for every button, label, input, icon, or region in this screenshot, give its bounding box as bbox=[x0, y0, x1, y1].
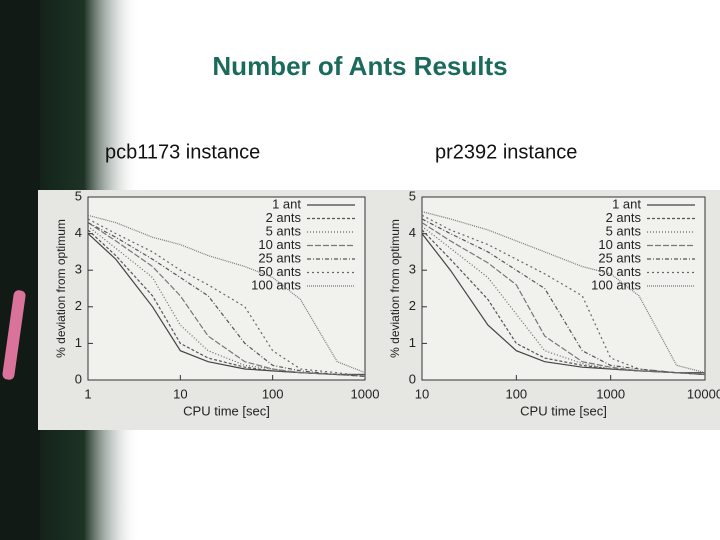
y-tick-label: 5 bbox=[409, 188, 416, 203]
legend-label: 10 ants bbox=[598, 237, 641, 252]
x-tick-label: 1000 bbox=[351, 386, 380, 401]
legend-label: 25 ants bbox=[598, 250, 641, 265]
slide-title: Number of Ants Results bbox=[212, 51, 507, 81]
y-tick-label: 0 bbox=[75, 371, 82, 386]
y-axis-label: % deviation from optimum bbox=[388, 219, 402, 358]
y-axis-label: % deviation from optimum bbox=[54, 219, 68, 358]
y-tick-label: 4 bbox=[409, 225, 416, 240]
grunge-edge bbox=[0, 0, 40, 540]
series-line bbox=[87, 218, 366, 377]
y-tick-label: 1 bbox=[75, 335, 82, 350]
legend-label: 2 ants bbox=[606, 210, 642, 225]
x-axis-label: CPU time [sec] bbox=[183, 403, 270, 418]
legend-label: 50 ants bbox=[598, 264, 641, 279]
y-tick-label: 0 bbox=[409, 371, 416, 386]
y-tick-label: 1 bbox=[409, 335, 416, 350]
y-tick-label: 3 bbox=[409, 262, 416, 277]
plot-area bbox=[421, 196, 706, 381]
series-line bbox=[421, 222, 706, 376]
x-tick-label: 1000 bbox=[596, 386, 625, 401]
caption: pcb1173 instance bbox=[105, 141, 260, 163]
plot-area bbox=[87, 196, 366, 381]
legend-label: 1 ant bbox=[612, 196, 641, 211]
series-line bbox=[87, 214, 366, 374]
legend-label: 5 ants bbox=[266, 223, 302, 238]
caption: pr2392 instance bbox=[435, 141, 577, 163]
chalk bbox=[2, 290, 26, 380]
y-tick-label: 5 bbox=[75, 188, 82, 203]
x-tick-label: 10000 bbox=[687, 386, 720, 401]
legend-label: 50 ants bbox=[258, 264, 301, 279]
y-tick-label: 3 bbox=[75, 262, 82, 277]
legend-label: 10 ants bbox=[258, 237, 301, 252]
legend-label: 25 ants bbox=[258, 250, 301, 265]
legend-label: 5 ants bbox=[606, 223, 642, 238]
x-tick-label: 1 bbox=[84, 386, 91, 401]
legend-label: 100 ants bbox=[251, 277, 301, 292]
legend-label: 2 ants bbox=[266, 210, 302, 225]
y-tick-label: 2 bbox=[75, 298, 82, 313]
series-line bbox=[87, 229, 365, 376]
legend-label: 100 ants bbox=[591, 277, 641, 292]
series-line bbox=[421, 211, 706, 374]
y-tick-label: 2 bbox=[409, 298, 416, 313]
legend-label: 1 ant bbox=[272, 196, 301, 211]
x-tick-label: 100 bbox=[505, 386, 527, 401]
x-tick-label: 100 bbox=[262, 386, 284, 401]
series-line bbox=[421, 218, 706, 376]
series-line bbox=[87, 222, 366, 377]
x-tick-label: 10 bbox=[173, 386, 187, 401]
x-axis-label: CPU time [sec] bbox=[520, 403, 607, 418]
x-tick-label: 10 bbox=[415, 386, 429, 401]
series-line bbox=[87, 225, 365, 376]
y-tick-label: 4 bbox=[75, 225, 82, 240]
